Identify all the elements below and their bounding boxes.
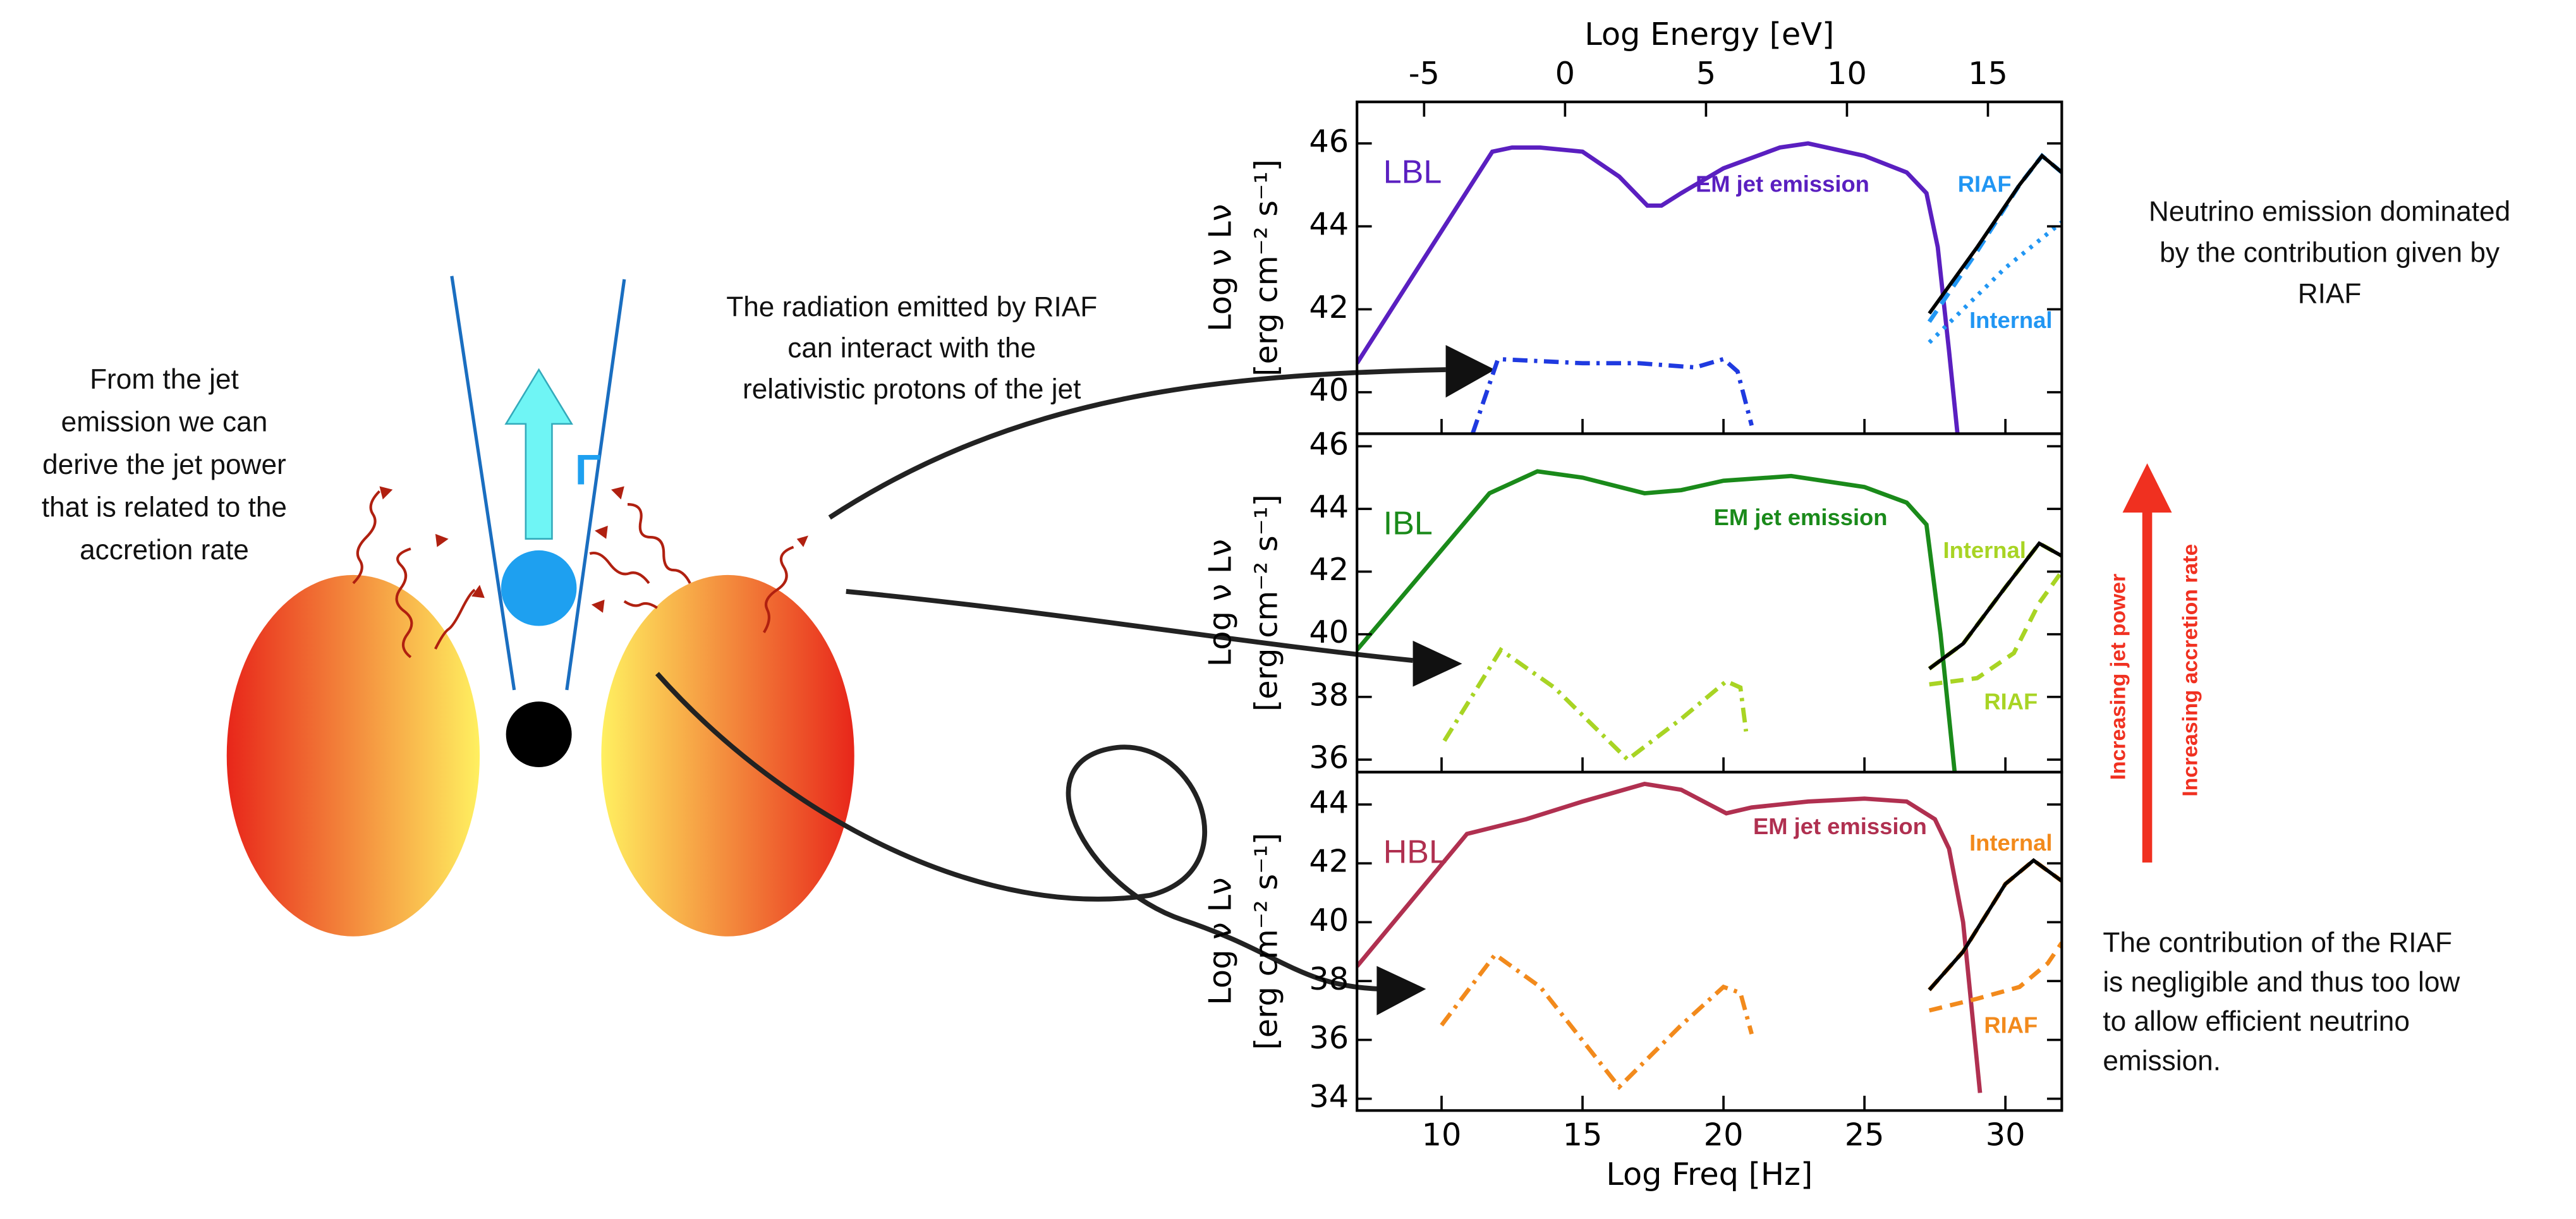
series-line — [1440, 951, 1754, 1091]
charts: EM jet emission RIAF Internal 40 42 44 46 -5 0 5 1… — [1202, 16, 2063, 1192]
panel-title: HBL — [1383, 834, 1447, 871]
annotation-line: RIAF — [2298, 279, 2362, 310]
diagram: Γ — [226, 276, 2172, 1016]
plot-frame — [1356, 770, 2063, 1112]
panel-title: IBL — [1383, 506, 1433, 542]
series-label: Internal — [1969, 830, 2052, 856]
x2-tick-label: 10 — [1827, 55, 1867, 92]
series-line — [1470, 356, 1754, 434]
x2-tick-label: 5 — [1696, 55, 1716, 92]
annotation-line: The radiation emitted by RIAF — [726, 291, 1097, 322]
series-line — [1928, 942, 2062, 1013]
series-label: RIAF — [1984, 688, 2038, 714]
y-tick-label: 36 — [1309, 1019, 1349, 1056]
x-tick-label: 10 — [1422, 1116, 1462, 1153]
annotation-line: can interact with the — [787, 332, 1036, 363]
arrow-label: Increasing jet power — [2106, 574, 2130, 780]
series-label: RIAF — [1984, 1012, 2038, 1038]
x2-tick-label: 15 — [1968, 55, 2008, 92]
series-line — [1929, 570, 2062, 687]
series-line — [1928, 541, 2062, 670]
series-line — [1357, 782, 1983, 1093]
annotation-line: accretion rate — [80, 535, 249, 566]
y-tick-label: 34 — [1309, 1078, 1349, 1115]
series-line — [1357, 141, 1960, 434]
series-label: RIAF — [1958, 171, 2012, 197]
y-tick-label: 46 — [1309, 123, 1349, 159]
y-tick-label: 44 — [1309, 784, 1349, 821]
series-line — [1928, 858, 2062, 992]
y-tick-label: 40 — [1309, 614, 1349, 650]
x-tick-label: 20 — [1704, 1116, 1744, 1153]
series-line — [1928, 858, 2062, 992]
black-hole — [506, 701, 572, 768]
series-line — [1442, 646, 1749, 763]
y-tick-label: 40 — [1309, 372, 1349, 408]
annotation-line: The contribution of the RIAF — [2103, 927, 2452, 958]
y-axis-label: Log ν Lν — [1202, 877, 1239, 1005]
y-axis-label: [erg cm⁻² s⁻¹] — [1248, 159, 1284, 377]
jet-cone — [450, 276, 516, 691]
y-tick-label: 36 — [1309, 739, 1349, 776]
jet-arrow — [504, 368, 573, 540]
x-axis-label: Log Freq [Hz] — [1606, 1156, 1813, 1192]
y-tick-label: 44 — [1309, 488, 1349, 525]
y-tick-label: 40 — [1309, 902, 1349, 938]
disk-left — [226, 574, 480, 937]
series-label: Internal — [1969, 307, 2052, 333]
annotations: From the jet emission we can derive the je… — [42, 197, 2510, 1077]
series-line — [1928, 153, 2062, 315]
y-tick-label: 46 — [1309, 426, 1349, 463]
interaction-arrows — [655, 367, 1446, 992]
disk-right — [601, 574, 854, 937]
annotation-line: emission we can — [61, 406, 268, 437]
x-tick-label: 25 — [1845, 1116, 1885, 1153]
y-axis-label: Log ν Lν — [1202, 204, 1239, 332]
y-tick-label: 42 — [1309, 843, 1349, 880]
y-tick-label: 38 — [1309, 676, 1349, 713]
annotation-line: emission. — [2103, 1046, 2221, 1077]
panel-title: LBL — [1383, 154, 1442, 190]
x2-tick-label: 0 — [1555, 55, 1575, 92]
series-label: EM jet emission — [1696, 171, 1869, 197]
series-label: Internal — [1943, 537, 2026, 563]
annotation-line: Neutrino emission dominated — [2149, 197, 2510, 227]
annotation-line: is negligible and thus too low — [2103, 967, 2460, 998]
arrow-heads — [1376, 344, 1495, 1016]
y-tick-label: 44 — [1309, 206, 1349, 243]
annotation-line: that is related to the — [42, 492, 287, 523]
y-axis-label: [erg cm⁻² s⁻¹] — [1248, 833, 1284, 1050]
y-axis-label: [erg cm⁻² s⁻¹] — [1248, 494, 1284, 712]
series-label: EM jet emission — [1753, 813, 1927, 839]
series-line — [1357, 469, 1957, 772]
x-tick-label: 30 — [1986, 1116, 2026, 1153]
annotation-line: derive the jet power — [42, 449, 286, 480]
y-tick-label: 42 — [1309, 289, 1349, 325]
x2-axis-label: Log Energy [eV] — [1584, 16, 1834, 52]
annotation-line: by the contribution given by — [2160, 238, 2500, 269]
annotation-line: From the jet — [90, 364, 239, 395]
blob — [501, 550, 577, 626]
y-axis-label: Log ν Lν — [1202, 539, 1239, 667]
x2-tick-label: -5 — [1409, 55, 1440, 92]
series-label: EM jet emission — [1714, 504, 1888, 530]
arrow-label: Increasing accretion rate — [2178, 544, 2202, 797]
annotation-line: to allow efficient neutrino — [2103, 1006, 2410, 1037]
gamma: Γ — [575, 447, 601, 494]
annotation-line: relativistic protons of the jet — [743, 373, 1081, 404]
increase-arrow — [2122, 463, 2172, 863]
jet-cone — [565, 279, 626, 691]
y-tick-label: 38 — [1309, 961, 1349, 997]
y-tick-label: 42 — [1309, 551, 1349, 588]
photon-heads — [379, 486, 808, 613]
x-tick-label: 15 — [1563, 1116, 1603, 1153]
photon-waves — [352, 490, 794, 658]
